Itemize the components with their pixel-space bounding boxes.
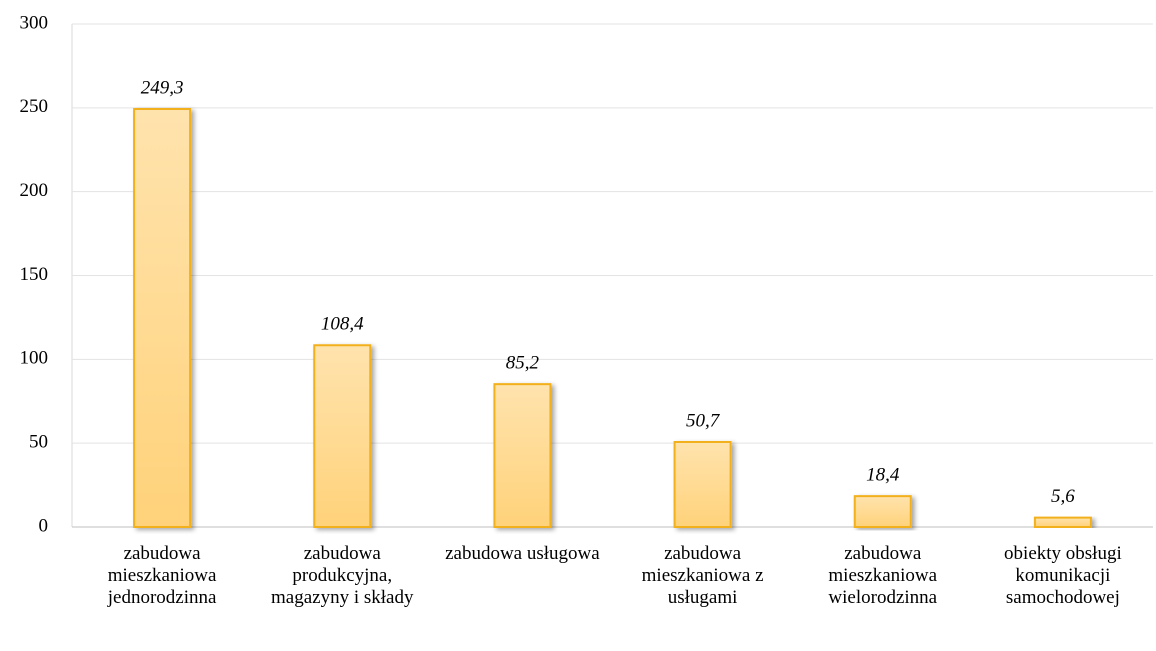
data-label: 18,4 bbox=[866, 465, 900, 486]
x-tick-label: zabudowa mieszkaniowa z usługami bbox=[641, 543, 764, 608]
data-label: 85,2 bbox=[506, 353, 540, 374]
bar bbox=[493, 383, 552, 529]
y-tick-label: 200 bbox=[20, 180, 49, 201]
bar bbox=[853, 495, 912, 528]
x-tick-label: obiekty obsługi komunikacji samochodowej bbox=[1004, 543, 1122, 608]
data-label: 249,3 bbox=[141, 77, 184, 98]
data-label: 108,4 bbox=[321, 314, 364, 335]
bar bbox=[673, 440, 732, 529]
x-tick-label: zabudowa produkcyjna, magazyny i składy bbox=[271, 543, 414, 608]
bar bbox=[1033, 516, 1092, 528]
y-tick-label: 100 bbox=[20, 348, 49, 369]
y-tick-label: 50 bbox=[29, 432, 48, 453]
bar bbox=[313, 344, 372, 528]
data-label: 50,7 bbox=[686, 410, 721, 431]
bar bbox=[133, 108, 192, 529]
y-tick-label: 0 bbox=[39, 515, 49, 536]
data-label: 5,6 bbox=[1051, 486, 1075, 507]
x-tick-label: zabudowa mieszkaniowa jednorodzinna bbox=[107, 543, 217, 608]
y-tick-label: 150 bbox=[20, 264, 49, 285]
x-tick-label: zabudowa usługowa bbox=[445, 543, 600, 564]
y-tick-label: 250 bbox=[20, 96, 49, 117]
x-tick-label: zabudowa mieszkaniowa wielorodzinna bbox=[828, 543, 938, 608]
y-tick-label: 300 bbox=[20, 12, 49, 33]
